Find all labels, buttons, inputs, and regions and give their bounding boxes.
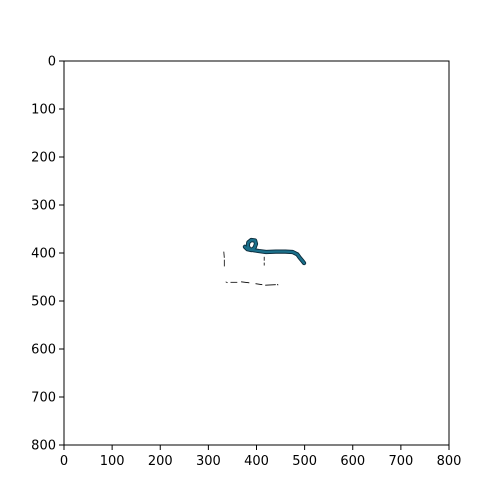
y-tick-label: 200 <box>31 151 56 166</box>
plot-area <box>63 60 450 446</box>
thin-segment <box>223 251 225 258</box>
y-tick-label: 800 <box>31 439 56 454</box>
x-tick-label: 800 <box>437 454 462 469</box>
x-tick-label: 400 <box>244 454 269 469</box>
x-tick-label: 100 <box>100 454 125 469</box>
x-tick-label: 200 <box>148 454 173 469</box>
y-tick-label: 700 <box>31 391 56 406</box>
x-tick-label: 500 <box>292 454 317 469</box>
x-tick-label: 700 <box>388 454 413 469</box>
x-axis: 0 100 200 300 400 500 600 700 800 <box>60 445 462 469</box>
thin-segment <box>241 281 250 284</box>
thin-segment <box>265 284 276 286</box>
thin-segment <box>276 283 279 286</box>
stroke-line <box>243 238 306 265</box>
series-layer <box>223 237 307 286</box>
thin-segment <box>255 283 263 286</box>
y-axis: 0 100 200 300 400 500 600 700 800 <box>31 55 64 454</box>
x-tick-label: 300 <box>196 454 221 469</box>
y-tick-label: 300 <box>31 199 56 214</box>
y-tick-label: 500 <box>31 295 56 310</box>
x-tick-label: 600 <box>340 454 365 469</box>
y-tick-label: 600 <box>31 343 56 358</box>
x-tick-label: 0 <box>60 454 68 469</box>
y-tick-label: 100 <box>31 103 56 118</box>
y-tick-label: 0 <box>48 55 56 70</box>
thin-segment <box>225 281 228 284</box>
y-tick-label: 400 <box>31 247 56 262</box>
